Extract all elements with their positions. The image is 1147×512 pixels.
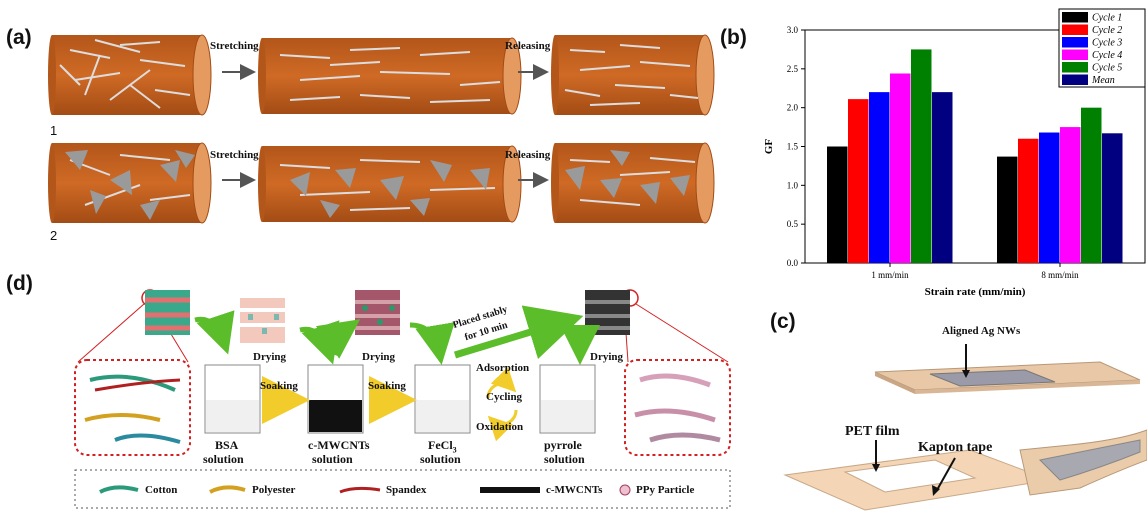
legend-polyester-swatch (210, 487, 245, 492)
stretching-label-2: Stretching (210, 149, 259, 161)
oxidation-label: Oxidation (476, 421, 523, 433)
legend-cotton: Cotton (145, 484, 177, 496)
bar-cycle-5-0 (911, 49, 932, 263)
x-axis-label: Strain rate (mm/min) (925, 286, 1026, 298)
bar-cycle-3-1 (1039, 133, 1060, 263)
drying-label-1: Drying (253, 351, 286, 363)
bar-cycle-4-0 (890, 73, 911, 263)
legend-swatch-cycle-1 (1062, 12, 1088, 23)
y-tick-label: 0.0 (787, 258, 799, 268)
soaking-label-1: Soaking (260, 380, 298, 392)
legend-swatch-cycle-4 (1062, 50, 1088, 61)
beaker-cmwcnts (308, 365, 363, 433)
panel-a-diagram (0, 0, 720, 250)
fabric-2 (240, 298, 285, 343)
drying-label-3: Drying (590, 351, 623, 363)
y-tick-label: 2.0 (787, 103, 799, 113)
bar-cycle-3-0 (869, 92, 890, 263)
y-tick-label: 0.5 (787, 219, 799, 229)
legend-swatch-cycle-3 (1062, 37, 1088, 48)
legend-swatch-cycle-2 (1062, 25, 1088, 36)
cmwcnts-label: c-MWCNTs (308, 438, 370, 453)
pyrrole-label: pyrrole (544, 438, 582, 453)
fiber-cylinder-1c (551, 35, 714, 115)
beaker-pyrrole (540, 365, 595, 433)
y-tick-label: 1.0 (787, 180, 799, 190)
gf-bar-chart: 0.0 0.5 1.0 1.5 2.0 2.5 3.0 1 mm/min 8 mm/min Str… (755, 0, 1147, 305)
cmwcnts-solution-label: solution (312, 452, 353, 467)
legend-spandex-swatch (340, 488, 380, 492)
fiber-cylinder-2c (551, 143, 714, 223)
beaker-bsa (205, 365, 260, 433)
soaking-label-2: Soaking (368, 380, 406, 392)
pyrrole-solution-label: solution (544, 452, 585, 467)
bsa-solution-label: solution (203, 452, 244, 467)
legend-polyester: Polyester (252, 484, 295, 496)
bsa-label: BSA (215, 438, 238, 453)
bar-cycle-5-1 (1081, 108, 1102, 263)
aligned-ag-nws-label: Aligned Ag NWs (942, 325, 1020, 337)
bar-cycle-2-1 (1018, 139, 1039, 263)
legend-swatch-cycle-5 (1062, 62, 1088, 73)
legend-cotton-swatch (100, 487, 138, 492)
bar-mean-1 (1102, 133, 1123, 263)
y-tick-label: 1.5 (787, 142, 799, 152)
bar-mean-0 (932, 92, 953, 263)
fiber-cylinder-2b (258, 146, 521, 222)
legend-label-cycle-5: Cycle 5 (1092, 63, 1122, 74)
drying-label-2: Drying (362, 351, 395, 363)
bar-cycle-1-0 (827, 147, 848, 264)
panel-b-label: (b) (720, 26, 747, 50)
bar-cycle-1-1 (997, 157, 1018, 263)
fiber-cylinder-1b (258, 38, 521, 114)
legend-ppy: PPy Particle (636, 484, 694, 496)
stretching-label-1: Stretching (210, 40, 259, 52)
legend-label-cycle-4: Cycle 4 (1092, 50, 1122, 61)
legend-label-cycle-2: Cycle 2 (1092, 25, 1122, 36)
x-tick-label: 1 mm/min (871, 270, 909, 280)
fabric-3 (355, 290, 400, 335)
legend-label-cycle-1: Cycle 1 (1092, 13, 1122, 24)
y-tick-label: 3.0 (787, 25, 799, 35)
bar-cycle-4-1 (1060, 127, 1081, 263)
legend-cmwcnts: c-MWCNTs (546, 484, 602, 496)
legend-label-cycle-3: Cycle 3 (1092, 38, 1122, 49)
legend-ppy-swatch (620, 485, 630, 495)
kapton-tape-label: Kapton tape (918, 440, 992, 456)
y-tick-label: 2.5 (787, 64, 799, 74)
bar-cycle-2-0 (848, 99, 869, 263)
pet-film-label: PET film (845, 424, 900, 440)
x-tick-label: 8 mm/min (1041, 270, 1079, 280)
beaker-fecl3 (415, 365, 470, 433)
fabric-4 (585, 290, 630, 335)
fiber-cylinder-2a (48, 143, 211, 223)
cycling-label: Cycling (486, 391, 522, 403)
adsorption-label: Adsorption (476, 362, 529, 374)
legend-swatch-mean (1062, 75, 1088, 86)
fiber-cylinder-1a (48, 35, 211, 115)
releasing-label-2: Releasing (505, 149, 550, 161)
legend-cmwcnts-swatch (480, 487, 540, 493)
fabric-1 (145, 290, 190, 335)
legend-label-mean: Mean (1091, 75, 1115, 86)
legend-spandex: Spandex (386, 484, 426, 496)
panel-c-device (770, 310, 1147, 512)
fecl3-solution-label: solution (420, 452, 461, 467)
releasing-label-1: Releasing (505, 40, 550, 52)
y-axis-label: GF (763, 139, 775, 155)
